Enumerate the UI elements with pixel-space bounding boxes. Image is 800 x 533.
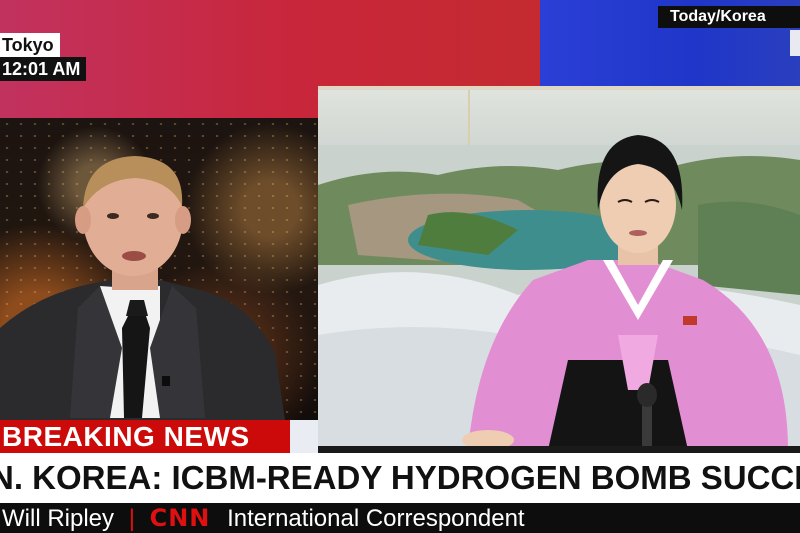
breaking-news-banner: BREAKING NEWS xyxy=(0,420,292,453)
reporter-figure xyxy=(0,156,285,420)
headline-text: N. KOREA: ICBM-READY HYDROGEN BOMB SUCCE… xyxy=(0,459,800,496)
anchor-video-panel xyxy=(318,86,800,446)
reporter-credit-bar: Will Ripley | CNN International Correspo… xyxy=(0,503,800,533)
reporter-title: International Correspondent xyxy=(227,505,525,532)
backdrop-frame xyxy=(468,90,470,180)
top-right-accent xyxy=(790,30,800,56)
location-label: Tokyo xyxy=(0,33,60,57)
cnn-logo: CNN xyxy=(149,504,211,532)
breaking-banner-tail xyxy=(290,420,318,453)
reporter-video-panel xyxy=(0,118,318,420)
credit-separator: | xyxy=(128,505,135,532)
anchor-figure xyxy=(462,135,788,446)
reporter-name: Will Ripley xyxy=(2,505,115,532)
headline-ticker: N. KOREA: ICBM-READY HYDROGEN BOMB SUCCE… xyxy=(0,453,800,503)
video-source-label: Today/Korea xyxy=(658,6,800,28)
local-time-label: 12:01 AM xyxy=(0,57,87,81)
